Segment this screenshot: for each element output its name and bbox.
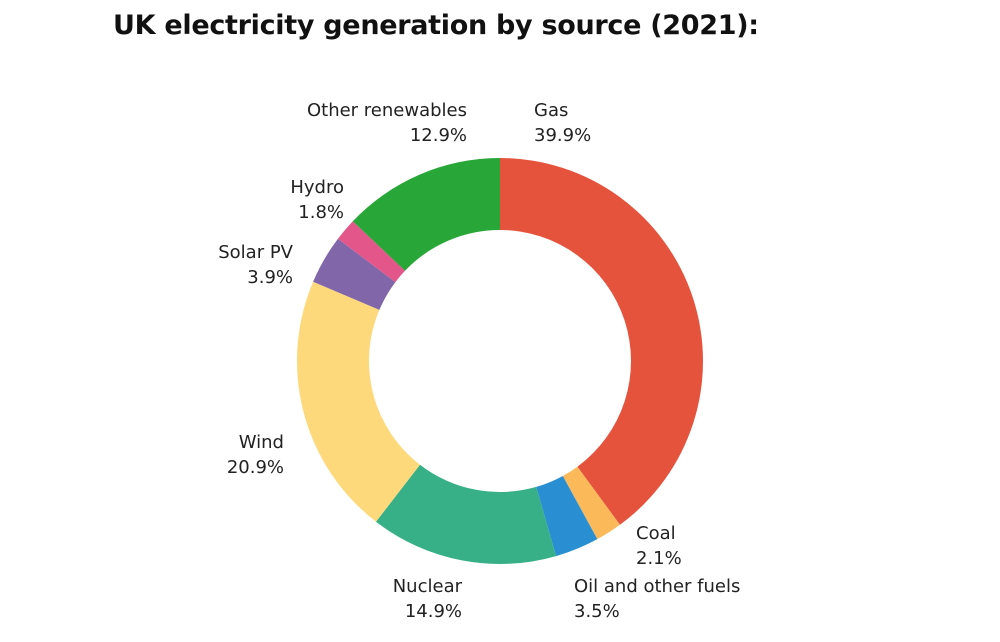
label-solar: Solar PV 3.9% — [218, 242, 293, 288]
label-other-renewables: Other renewables 12.9% — [306, 100, 467, 146]
slice-gas — [500, 158, 703, 525]
slice-solar-pv — [313, 238, 396, 310]
slice-oil-and-other-fuels — [536, 475, 598, 557]
slice-nuclear — [375, 464, 557, 564]
label-wind: Wind 20.9% — [226, 432, 284, 478]
label-oil: Oil and other fuels 3.5% — [574, 576, 741, 622]
label-hydro: Hydro 1.8% — [290, 177, 344, 223]
label-gas: Gas 39.9% — [534, 100, 592, 146]
label-coal: Coal 2.1% — [636, 523, 682, 569]
slice-other-renewables — [352, 158, 500, 271]
label-nuclear: Nuclear 14.9% — [392, 576, 462, 622]
chart-title: UK electricity generation by source (202… — [113, 10, 759, 41]
slice-hydro — [337, 221, 405, 283]
slice-coal — [562, 466, 620, 540]
slice-wind — [297, 281, 420, 522]
